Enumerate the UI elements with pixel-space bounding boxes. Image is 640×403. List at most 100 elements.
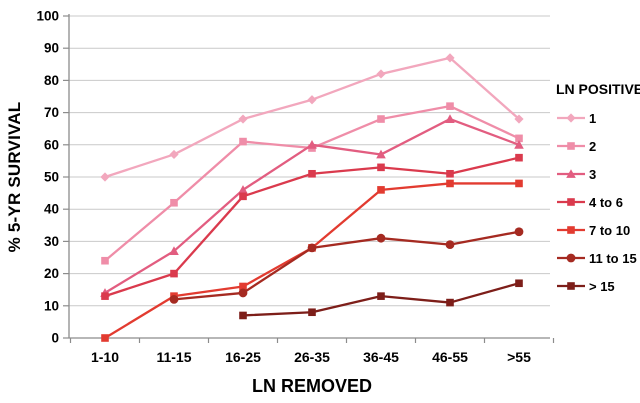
marker-7-to-10->55 [515, 179, 523, 188]
legend-entry-3: 3 [556, 160, 640, 188]
legend-swatch-triangle-icon [557, 169, 585, 178]
legend-swatch-diamond-icon [557, 113, 585, 123]
marker-11-to-15-46-55 [445, 240, 455, 250]
series-7-to-10 [101, 179, 523, 342]
marker-1-36-45 [376, 69, 386, 79]
legend-label: 1 [589, 110, 597, 126]
series-line-1 [103, 56, 521, 179]
marker-11-to-15-11-15 [169, 294, 179, 304]
legend-entries: 1 2 3 4 to 6 7 to 10 11 to 15 > 15 [556, 104, 640, 300]
marker-11-to-15-36-45 [376, 233, 386, 243]
legend-label: 4 to 6 [589, 194, 623, 210]
y-axis-title: % 5-YR SURVIVAL [5, 101, 24, 253]
legend-swatch-circle-icon [557, 253, 585, 263]
legend: LN POSITIVE 1 2 3 4 to 6 7 to 10 11 to 15 > 15 [556, 81, 640, 300]
marker-3-36-45 [376, 149, 386, 159]
x-tick-label-1-10: 1-10 [91, 349, 119, 365]
marker-11-to-15-16-25 [238, 288, 248, 298]
y-tick-label-70: 70 [44, 105, 59, 120]
legend-marker [567, 282, 575, 290]
marker-2-11-15 [170, 198, 178, 207]
marker-1-16-25 [238, 114, 248, 124]
marker->-15->55 [515, 279, 523, 288]
y-tick-label-20: 20 [44, 266, 59, 281]
marker->-15-16-25 [239, 311, 247, 320]
marker-11-to-15-26-35 [307, 243, 317, 253]
marker-11-to-15->55 [514, 227, 524, 237]
marker-4-to-6-16-25 [239, 192, 247, 201]
legend-entry-11-to-15: 11 to 15 [556, 244, 640, 272]
y-tick-label-80: 80 [44, 73, 59, 88]
legend-swatch-square-icon [557, 142, 585, 150]
legend-marker [567, 198, 575, 206]
y-tick-label-0: 0 [51, 331, 59, 346]
marker-3-26-35 [307, 140, 317, 149]
marker-4-to-6-1-10 [101, 292, 109, 300]
legend-entry-7-to-10: 7 to 10 [556, 216, 640, 244]
marker-7-to-10-46-55 [446, 179, 454, 188]
legend-label: 11 to 15 [589, 250, 637, 266]
x-tick-label-46-55: 46-55 [432, 349, 468, 365]
legend-swatch-square-icon [557, 282, 585, 290]
legend-label: > 15 [589, 278, 615, 294]
marker-4-to-6-36-45 [377, 163, 385, 172]
marker-3-11-15 [169, 246, 179, 255]
marker->-15-46-55 [446, 298, 454, 307]
y-tick-label-100: 100 [36, 9, 59, 24]
marker-1->55 [514, 114, 524, 124]
legend-label: 7 to 10 [589, 222, 631, 238]
marker-2-46-55 [446, 102, 454, 110]
x-tick-label-16-25: 16-25 [225, 349, 261, 365]
legend-entry-2: 2 [556, 132, 640, 160]
y-tick-label-90: 90 [44, 41, 59, 56]
marker-2-1-10 [101, 256, 109, 265]
x-tick-label-11-15: 11-15 [156, 349, 191, 365]
marker-7-to-10-16-25 [239, 282, 247, 291]
marker-1-26-35 [307, 95, 317, 105]
marker-3-16-25 [238, 185, 248, 194]
series-1 [100, 53, 524, 182]
legend-marker [567, 142, 575, 150]
legend-label: 2 [589, 138, 597, 154]
marker-4-to-6-46-55 [446, 169, 454, 178]
marker-2-36-45 [377, 115, 385, 123]
marker->-15-26-35 [308, 308, 316, 317]
legend-marker [566, 113, 576, 123]
marker-1-46-55 [445, 53, 455, 63]
x-tick-label-26-35: 26-35 [294, 349, 330, 365]
series-3 [100, 114, 524, 297]
marker-1-1-10 [100, 172, 110, 182]
legend-entry-4-to-6: 4 to 6 [556, 188, 640, 216]
marker-1-11-15 [169, 149, 179, 160]
legend-swatch-square-icon [557, 198, 585, 206]
series-line-4-to-6 [103, 156, 521, 298]
marker-3->55 [514, 140, 524, 149]
y-tick-label-40: 40 [44, 202, 59, 217]
y-tick-label-60: 60 [44, 137, 59, 152]
legend-marker [566, 253, 576, 263]
x-tick-label->55: >55 [507, 349, 531, 365]
y-tick-label-10: 10 [44, 298, 59, 313]
series->-15 [239, 279, 523, 320]
series-11-to-15 [169, 227, 524, 304]
marker-4-to-6->55 [515, 153, 523, 162]
x-tick-label-36-45: 36-45 [363, 349, 399, 365]
marker-4-to-6-26-35 [308, 169, 316, 178]
x-axis-title: LN REMOVED [251, 376, 373, 396]
marker->-15-36-45 [377, 292, 385, 300]
marker-2->55 [515, 134, 523, 143]
legend-label: 3 [589, 166, 597, 182]
marker-3-46-55 [445, 114, 455, 123]
legend-entry->-15: > 15 [556, 272, 640, 300]
legend-marker [566, 169, 576, 178]
marker-2-16-25 [239, 137, 247, 146]
legend-entry-1: 1 [556, 104, 640, 132]
y-tick-label-50: 50 [44, 170, 59, 185]
marker-4-to-6-11-15 [170, 269, 178, 278]
marker-7-to-10-36-45 [377, 186, 385, 194]
legend-title: LN POSITIVE [556, 81, 640, 97]
series-4-to-6 [101, 153, 523, 300]
y-tick-label-30: 30 [44, 234, 59, 249]
